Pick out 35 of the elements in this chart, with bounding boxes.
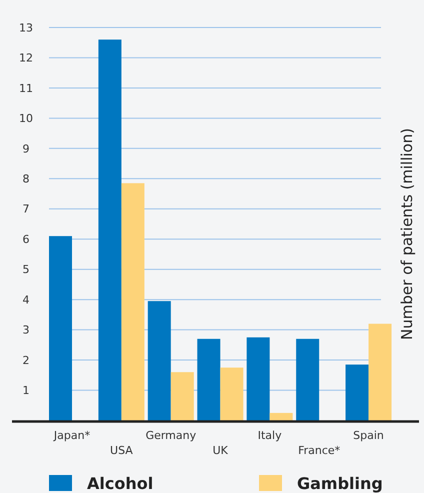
x-tick-label: UK [212,444,229,457]
legend-label: Gambling [297,474,383,493]
bar [246,337,270,420]
bar [346,364,369,420]
bar [49,236,72,420]
x-tick-label: Italy [258,429,282,442]
y-tick-label: 1 [22,384,30,398]
bar [98,40,122,420]
y-tick-label: 4 [22,293,30,306]
bar [296,338,320,420]
y-tick-label: 12 [19,52,33,65]
y-tick-label: 9 [22,142,30,156]
bar [148,301,171,420]
y-tick-label: 6 [22,232,30,246]
bar [170,372,194,420]
x-tick-label: France* [298,444,341,457]
y-tick-label: 7 [22,202,30,216]
y-tick-label: 10 [19,112,33,126]
y-tick-label: 5 [22,263,30,276]
x-tick-label: Spain [353,429,384,442]
y-tick-label: 13 [19,21,33,34]
x-tick-label: USA [110,444,134,457]
bar [121,183,144,420]
legend-label: Alcohol [87,474,154,493]
y-tick-label: 3 [22,324,30,337]
x-tick-label: Germany [146,429,197,442]
bar [368,324,392,420]
bar [270,412,293,420]
y-tick-label: 11 [19,82,33,95]
y-tick-label: 2 [22,354,30,367]
y-axis-title: Number of patients (million) [398,128,416,340]
bar [197,338,220,420]
y-tick-label: 8 [22,172,30,186]
x-tick-label: Japan* [52,429,91,442]
bar [220,368,244,420]
